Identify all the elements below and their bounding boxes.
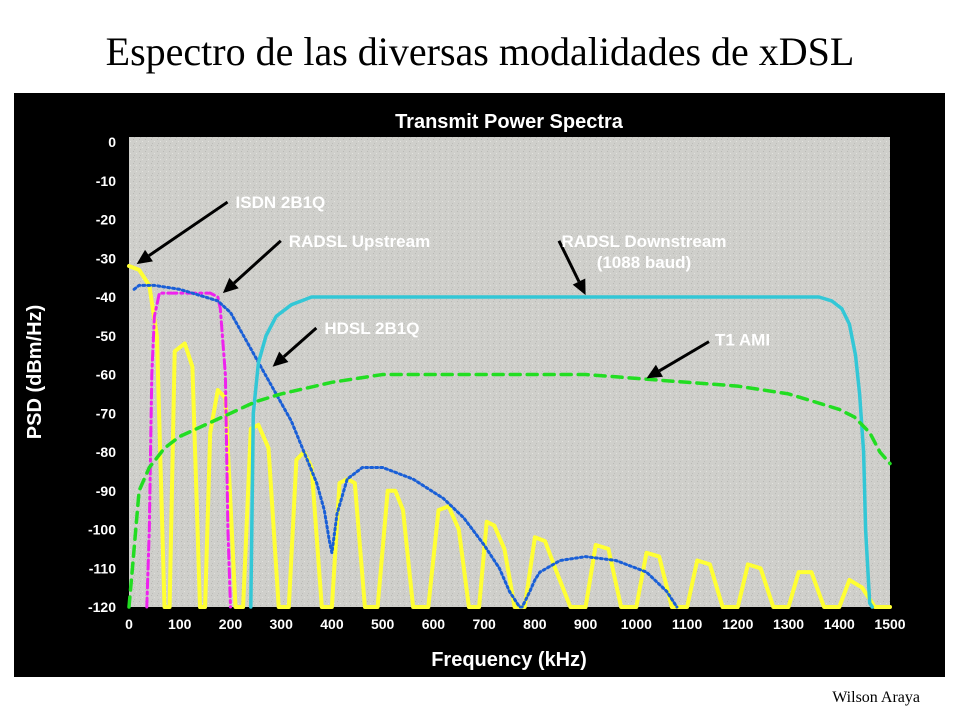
series-t1-ami — [127, 372, 892, 609]
x-tick-labels: 0 100 200 300 400 500 600 700 800 900 1000 1100 1200… — [125, 616, 906, 632]
series-lines — [127, 264, 892, 609]
y-tick-label: -100 — [88, 522, 116, 538]
x-tick-label: 700 — [472, 616, 496, 632]
y-axis-label: PSD (dBm/Hz) — [24, 305, 46, 439]
hdsl-label-arrow-line — [282, 326, 318, 358]
x-tick-label: 1400 — [824, 616, 855, 632]
slide-title: Espectro de las diversas modalidades de … — [105, 29, 855, 74]
radsl-down-label-arrow-line — [557, 240, 581, 283]
hdsl-label: HDSL 2B1Q — [324, 319, 419, 338]
series-isdn-2b1q — [127, 264, 892, 609]
annotations: ISDN 2B1Q RADSL Upstream RADSL Downstream (… — [136, 193, 770, 379]
chart-title: Transmit Power Spectra — [395, 111, 624, 133]
x-tick-label: 200 — [219, 616, 243, 632]
y-tick-label: -40 — [96, 289, 116, 305]
x-axis-label: Frequency (kHz) — [431, 649, 587, 671]
radsl-down-label: RADSL Downstream — [561, 232, 726, 251]
radsl-up-label: RADSL Upstream — [289, 232, 430, 251]
radsl-up-label-arrowhead — [222, 277, 239, 294]
radsl-down-label-arrowhead — [572, 278, 586, 296]
isdn-label-arrowhead — [136, 249, 153, 265]
x-tick-label: 400 — [320, 616, 344, 632]
t1-label-arrowhead — [646, 364, 663, 379]
t1-label: T1 AMI — [715, 331, 770, 350]
y-tick-label: -10 — [96, 173, 116, 189]
x-tick-label: 300 — [270, 616, 294, 632]
x-tick-label: 1300 — [773, 616, 804, 632]
footer-author: Wilson Araya — [832, 689, 920, 706]
isdn-label: ISDN 2B1Q — [236, 193, 326, 212]
x-tick-label: 1200 — [722, 616, 753, 632]
x-tick-label: 1000 — [621, 616, 652, 632]
y-tick-label: -120 — [88, 599, 116, 615]
isdn-label-arrow-line — [148, 200, 229, 257]
t1-label-arrow-line — [658, 340, 710, 373]
x-tick-label: 1500 — [874, 616, 905, 632]
y-tick-label: -70 — [96, 405, 116, 421]
y-tick-label: -30 — [96, 250, 116, 266]
y-tick-label: -60 — [96, 367, 116, 383]
y-tick-label: -20 — [96, 212, 116, 228]
y-tick-label: -110 — [89, 560, 116, 576]
y-tick-labels: 0 -10 -20 -30 -40 -50 -60 -70 -80 -90 -100 -110 -120 — [88, 134, 116, 615]
x-tick-label: 900 — [574, 616, 598, 632]
x-tick-label: 500 — [371, 616, 395, 632]
x-tick-label: 800 — [523, 616, 547, 632]
x-tick-label: 600 — [422, 616, 446, 632]
x-tick-label: 0 — [125, 616, 133, 632]
x-tick-label: 1100 — [672, 616, 703, 632]
x-tick-label: 100 — [168, 616, 192, 632]
radsl-down-label-line2: (1088 baud) — [597, 253, 691, 272]
y-tick-label: -50 — [96, 328, 116, 344]
y-tick-label: -90 — [96, 483, 116, 499]
radsl-up-label-arrow-line — [232, 239, 282, 285]
hdsl-label-arrowhead — [272, 351, 289, 367]
y-tick-label: 0 — [108, 134, 116, 150]
series-hdsl-2b1q — [132, 283, 679, 609]
y-tick-label: -80 — [96, 444, 116, 460]
